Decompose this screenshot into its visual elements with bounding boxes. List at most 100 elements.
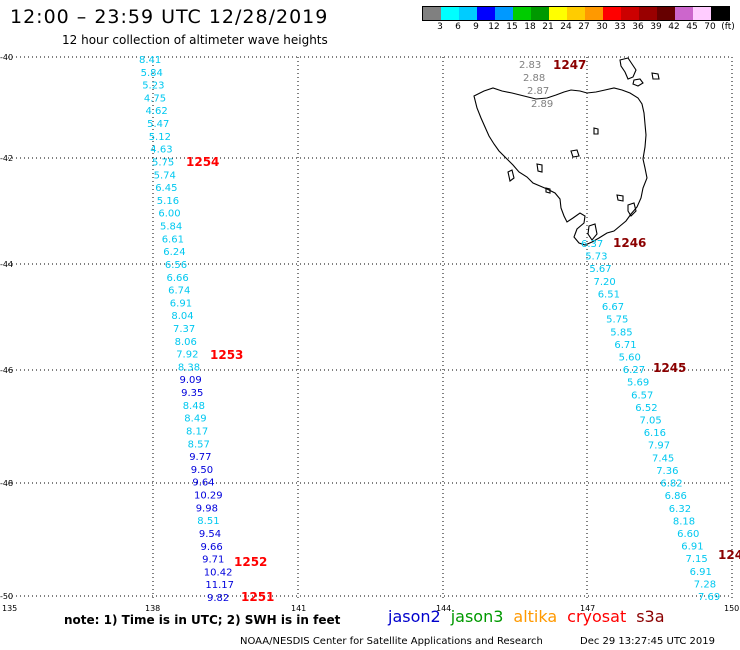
lat-label: -50 — [0, 592, 13, 601]
wave-height-value: 2.83 — [519, 60, 541, 71]
colorbar-swatch — [495, 7, 513, 20]
wave-height-value: 9.66 — [201, 542, 223, 553]
pass-numbers: 1247 1254 1246 1253 1245 1252 1251 124 — [186, 58, 740, 604]
wave-height-value: 2.87 — [527, 86, 549, 97]
satellite-altika: altika — [513, 607, 558, 626]
wave-height-value: 6.60 — [677, 529, 699, 540]
wave-height-value: 6.52 — [635, 403, 657, 414]
colorbar-label: 39 — [650, 22, 662, 32]
lat-label: -42 — [0, 154, 13, 163]
colorbar-label: 15 — [506, 22, 518, 32]
wave-height-value: 5.69 — [627, 378, 649, 389]
wave-height-value: 6.71 — [614, 340, 636, 351]
flinders-island — [619, 57, 637, 80]
pass-number: 1252 — [234, 555, 267, 569]
wave-height-value: 6.91 — [690, 567, 712, 578]
colorbar-swatch — [459, 7, 477, 20]
lake-2 — [536, 163, 543, 173]
wave-height-value: 2.88 — [523, 73, 545, 84]
wave-height-value: 9.54 — [199, 529, 221, 540]
satellite-legend: jason2 jason3 altika cryosat s3a — [388, 607, 675, 626]
lat-label: -40 — [0, 53, 13, 62]
wave-height-value: 9.35 — [181, 388, 203, 399]
wave-height-value: 6.91 — [170, 298, 192, 309]
wave-height-value: 9.50 — [191, 465, 213, 476]
wave-height-value: 6.91 — [681, 542, 703, 553]
credit-text: NOAA/NESDIS Center for Satellite Applica… — [240, 636, 543, 647]
lake-1 — [570, 149, 580, 158]
wave-height-value: 10.29 — [194, 491, 223, 502]
track-east-values: 6.37 5.735.67 7.206.51 6.67 5.755.85 6.71 5.60… — [581, 239, 720, 603]
wave-height-value: 7.15 — [686, 554, 708, 565]
wave-height-value: 4.75 — [144, 93, 166, 104]
wave-height-value: 5.75 — [606, 315, 628, 326]
wave-height-value: 6.56 — [165, 260, 187, 271]
wave-height-value: 9.77 — [189, 452, 211, 463]
colorbar-label: 45 — [686, 22, 698, 32]
colorbar-label: 9 — [473, 22, 479, 32]
satellite-s3a: s3a — [636, 607, 665, 626]
colorbar-swatch — [657, 7, 675, 20]
colorbar-label: 36 — [632, 22, 644, 32]
colorbar-swatch — [423, 7, 441, 20]
wave-height-value: 7.97 — [648, 441, 670, 452]
wave-height-value: 5.12 — [149, 132, 171, 143]
wave-height-value: 10.42 — [204, 567, 233, 578]
maria-island — [627, 202, 637, 217]
lat-label: -46 — [0, 366, 13, 375]
colorbar-swatch — [711, 7, 729, 20]
wave-height-value: 6.24 — [163, 247, 185, 258]
wave-height-value: 5.75 — [152, 158, 174, 169]
units-note: note: 1) Time is in UTC; 2) SWH is in fe… — [64, 613, 341, 627]
colorbar-swatch — [675, 7, 693, 20]
wave-height-value: 8.49 — [184, 414, 206, 425]
map-subtitle: 12 hour collection of altimeter wave hei… — [62, 33, 328, 47]
map-title: 12:00 – 23:59 UTC 12/28/2019 — [10, 6, 329, 28]
wave-height-value: 5.84 — [160, 222, 182, 233]
wave-height-value: 8.38 — [178, 362, 200, 373]
wave-height-value: 6.61 — [162, 234, 184, 245]
tasmania-coastline — [473, 57, 660, 246]
wave-height-value: 7.05 — [640, 416, 662, 427]
wave-height-value: 4.62 — [146, 106, 168, 117]
colorbar-label: 24 — [560, 22, 572, 32]
lon-label: 147 — [580, 604, 595, 613]
colorbar-label: 33 — [614, 22, 626, 32]
pass-number: 1253 — [210, 348, 243, 362]
wave-height-value: 6.86 — [665, 491, 687, 502]
wave-height-value: 5.74 — [154, 170, 176, 181]
wave-height-value: 5.16 — [157, 196, 179, 207]
schouten-island — [616, 194, 624, 202]
colorbar-swatch — [477, 7, 495, 20]
cape-barren-island — [632, 78, 644, 87]
lake-3 — [507, 169, 515, 182]
wave-height-value: 9.71 — [202, 555, 224, 566]
colorbar-labels: 3 6 9 12 15 18 21 24 27 30 33 36 39 42 45 70 (ft) — [422, 22, 735, 34]
wave-height-value: 7.69 — [698, 592, 720, 603]
wave-height-value: 7.20 — [594, 277, 616, 288]
colorbar-label: 21 — [542, 22, 554, 32]
wave-height-value: 7.37 — [173, 324, 195, 335]
colorbar-label: 12 — [488, 22, 500, 32]
wave-height-value: 6.32 — [669, 504, 691, 515]
colorbar-swatch — [549, 7, 567, 20]
colorbar-swatch — [585, 7, 603, 20]
pass-number: 1254 — [186, 155, 219, 169]
colorbar-label: 3 — [437, 22, 443, 32]
colorbar-swatch — [693, 7, 711, 20]
pass-number: 124 — [718, 548, 740, 562]
lat-label: -44 — [0, 260, 13, 269]
wave-height-value: 6.27 — [623, 365, 645, 376]
colorbar-swatch — [603, 7, 621, 20]
colorbar-swatch — [441, 7, 459, 20]
colorbar-label: 70 — [704, 22, 716, 32]
colorbar-label: 18 — [524, 22, 536, 32]
wave-height-value: 8.57 — [188, 439, 210, 450]
pass-number: 1246 — [613, 236, 646, 250]
wave-height-value: 5.84 — [141, 68, 163, 79]
wave-height-value: 9.64 — [192, 478, 214, 489]
lat-axis: -40 -42 -44 -46 -48 -50 — [0, 53, 13, 601]
wave-height-value: 6.66 — [167, 273, 189, 284]
tasmania-mainland — [473, 87, 648, 246]
